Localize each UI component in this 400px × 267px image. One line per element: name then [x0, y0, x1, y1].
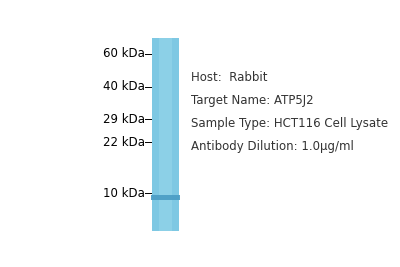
Text: 40 kDa: 40 kDa: [103, 80, 144, 93]
Text: 29 kDa: 29 kDa: [102, 113, 144, 126]
Text: 60 kDa: 60 kDa: [103, 47, 144, 60]
Text: 22 kDa: 22 kDa: [102, 136, 144, 148]
Text: 10 kDa: 10 kDa: [103, 187, 144, 200]
Text: Host:  Rabbit: Host: Rabbit: [191, 71, 268, 84]
Bar: [151, 195, 180, 200]
Bar: [159, 38, 172, 231]
Text: Antibody Dilution: 1.0μg/ml: Antibody Dilution: 1.0μg/ml: [191, 140, 354, 153]
Bar: [152, 38, 179, 231]
Text: Target Name: ATP5J2: Target Name: ATP5J2: [191, 95, 314, 107]
Text: Sample Type: HCT116 Cell Lysate: Sample Type: HCT116 Cell Lysate: [191, 117, 388, 130]
